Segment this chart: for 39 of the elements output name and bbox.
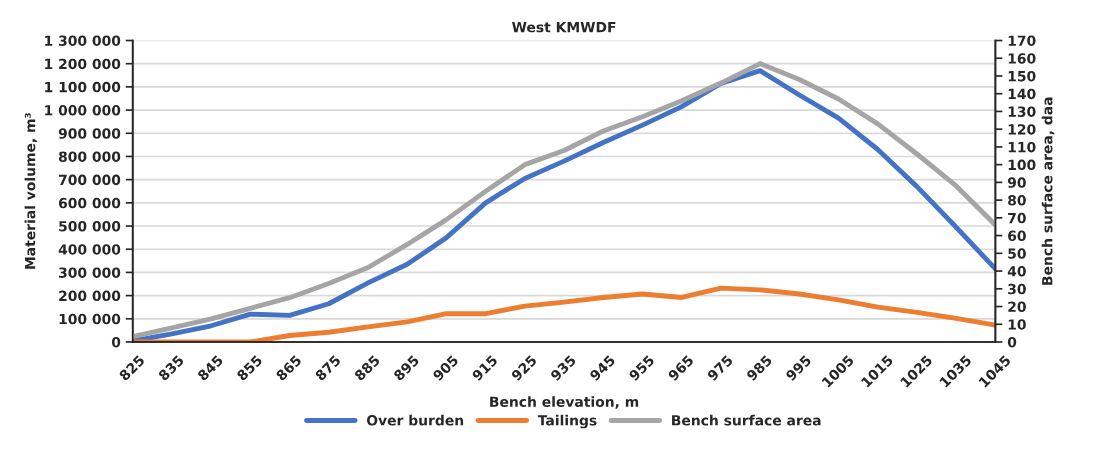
y2-tick-label: 60 (1008, 230, 1026, 242)
y2-tick-label: 40 (1007, 266, 1026, 277)
chart-title: West KMWDF (512, 22, 616, 33)
legend-label: Bench surface area (672, 414, 821, 426)
y2-axis-title: Bench surface area, daa (1041, 97, 1055, 285)
y2-tick-label: 120 (1008, 124, 1036, 135)
y-tick-label: 1 200 000 (45, 58, 121, 70)
y2-tick-label: 80 (1008, 195, 1026, 206)
y-tick-label: 300 000 (59, 267, 121, 278)
y2-tick-label: 70 (1008, 212, 1026, 224)
y2-tick-label: 100 (1008, 159, 1036, 171)
y2-tick-label: 140 (1008, 88, 1036, 100)
y-tick-label: 900 000 (58, 128, 121, 139)
y-tick-label: 800 000 (58, 151, 121, 162)
y-tick-label: 100 000 (59, 313, 121, 325)
x-axis-title: Bench elevation, m (490, 396, 639, 409)
y-axis-title: Material volume, m³ (24, 113, 38, 269)
legend-label: Over burden (366, 414, 464, 426)
y2-tick-label: 0 (1007, 336, 1017, 348)
y2-tick-label: 50 (1008, 248, 1026, 259)
y2-tick-label: 150 (1008, 70, 1036, 82)
y2-tick-label: 160 (1008, 53, 1036, 64)
y-tick-label: 1 000 000 (45, 105, 121, 116)
y-tick-label: 500 000 (59, 221, 121, 232)
y-tick-label: 400 000 (58, 244, 121, 255)
y2-tick-label: 20 (1008, 301, 1026, 312)
y-tick-label: 1 100 000 (45, 81, 121, 93)
legend-label: Tailings (537, 414, 597, 429)
y2-tick-label: 90 (1007, 177, 1026, 188)
y2-tick-label: 130 (1008, 106, 1036, 117)
y-tick-label: 1 300 000 (45, 35, 121, 46)
y-tick-label: 700 000 (59, 174, 121, 186)
y-tick-label: 600 000 (58, 197, 121, 209)
y2-tick-label: 170 (1008, 35, 1036, 46)
y-tick-label: 200 000 (59, 290, 121, 302)
y2-tick-label: 110 (1008, 141, 1036, 153)
y2-tick-label: 30 (1008, 283, 1026, 295)
y2-tick-label: 10 (1008, 319, 1026, 330)
y-tick-label: 0 (111, 336, 121, 348)
